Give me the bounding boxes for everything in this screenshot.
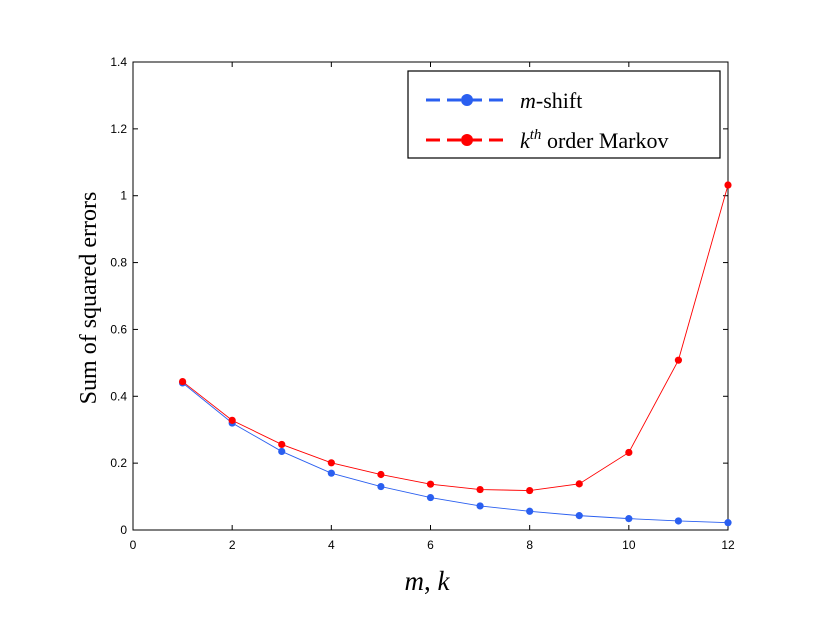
x-tick-label: 2: [229, 538, 236, 552]
series-m-shift: [178, 379, 732, 527]
y-tick-label: 1.2: [110, 122, 127, 136]
series-line-m-shift: [182, 382, 729, 524]
axis-ticks: 0 2 4 6 8 10 12 0 0.2 0.4 0.6 0.8 1 1.2 1.4: [110, 55, 735, 552]
data-point-m-shift: [327, 469, 335, 477]
data-point-m-shift: [526, 507, 534, 515]
data-point-markov: [526, 486, 534, 495]
x-tick-label: 4: [328, 538, 335, 552]
x-tick-label: 0: [130, 538, 137, 552]
data-point-markov: [377, 470, 385, 479]
y-tick-label: 0.8: [110, 256, 127, 270]
data-point-markov: [228, 416, 236, 424]
legend-marker-markov: [461, 134, 473, 146]
x-axis-title-var2: k: [438, 566, 451, 596]
legend-label-var: k: [520, 128, 531, 153]
y-tick-label: 0.2: [110, 456, 127, 470]
y-tick-label: 1: [120, 189, 127, 203]
x-tick-label: 12: [721, 538, 735, 552]
data-point-markov: [327, 459, 335, 467]
data-point-markov: [476, 485, 484, 494]
y-axis-title: Sum of squared errors: [76, 192, 102, 405]
x-tick-label: 6: [427, 538, 434, 552]
data-point-markov: [674, 356, 683, 364]
y-tick-label: 0.6: [110, 322, 127, 336]
series-markov: [178, 181, 732, 495]
data-point-markov: [178, 377, 187, 386]
x-tick-label: 8: [526, 538, 533, 552]
x-axis-title: m, k: [405, 566, 451, 596]
y-tick-label: 0.4: [110, 389, 127, 403]
data-point-markov: [278, 440, 286, 449]
data-point-m-shift: [575, 512, 583, 520]
legend-label-text: order Markov: [541, 128, 668, 153]
data-point-m-shift: [724, 519, 732, 527]
legend-label-m-shift: m-shift: [520, 88, 582, 113]
data-point-markov: [625, 448, 633, 457]
legend-marker-m-shift: [461, 94, 473, 106]
legend-label-markov: kth order Markov: [520, 127, 669, 153]
data-point-m-shift: [625, 515, 633, 523]
data-point-m-shift: [426, 493, 435, 502]
legend-label-superscript: th: [530, 127, 542, 143]
data-point-m-shift: [674, 517, 683, 525]
y-tick-label: 1.4: [110, 55, 127, 69]
data-point-markov: [724, 181, 732, 189]
data-point-markov: [575, 480, 583, 488]
series-line-markov: [182, 184, 729, 492]
data-point-markov: [426, 480, 435, 488]
x-axis-title-separator: ,: [424, 566, 438, 596]
y-tick-label: 0: [120, 523, 127, 537]
data-point-m-shift: [278, 447, 286, 456]
legend-label-var: m: [520, 88, 536, 113]
data-point-m-shift: [476, 502, 484, 510]
legend-box: [407, 70, 721, 159]
series-group: [178, 181, 732, 527]
x-axis-title-var1: m: [405, 566, 425, 596]
x-tick-label: 10: [622, 538, 636, 552]
data-point-m-shift: [377, 482, 385, 491]
legend-label-text: -shift: [536, 88, 582, 113]
